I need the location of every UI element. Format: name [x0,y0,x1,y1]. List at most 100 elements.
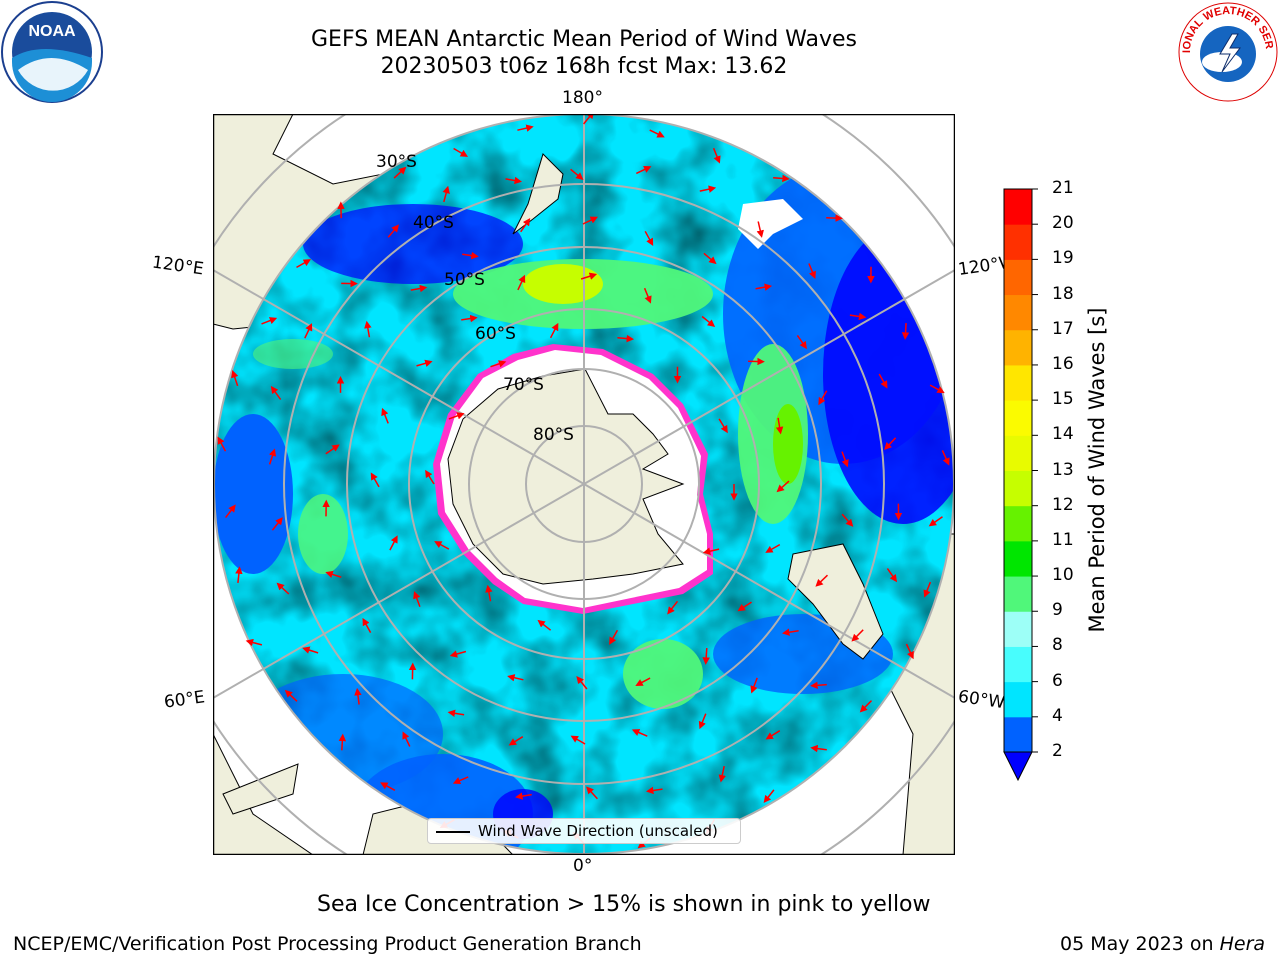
colorbar-tick-label: 11 [1052,529,1074,550]
footer-right: 05 May 2023 on Hera [1060,933,1265,955]
colorbar-segment [1004,435,1032,471]
lat-label-40s: 40°S [413,213,454,233]
wind-wave-arrow [325,570,342,579]
wind-wave-arrow [631,729,648,737]
colorbar-segment [1004,400,1032,436]
wind-wave-arrow [485,584,493,602]
wind-wave-arrow [410,284,428,293]
wind-wave-arrow [923,581,932,598]
colorbar-segment [1004,646,1032,683]
wind-wave-arrow [617,334,635,343]
wind-wave-arrows [217,114,950,849]
lat-label-30s: 30°S [376,152,417,172]
wind-wave-arrow [338,733,347,751]
wind-wave-arrow [449,650,467,658]
wind-wave-arrow [702,547,720,555]
wind-wave-arrow [699,185,717,193]
lat-label-80s: 80°S [533,425,574,445]
wind-wave-arrow [878,373,888,389]
wind-wave-arrow [582,216,598,225]
colorbar-tick-label: 12 [1052,494,1074,515]
wind-wave-arrow [448,412,465,420]
colorbar-segment [1004,681,1032,718]
wind-wave-arrow [775,417,784,435]
wind-wave-arrow [941,450,950,466]
colorbar-tick-label: 10 [1052,565,1074,586]
colorbar-title: Mean Period of Wind Waves [s] [1085,307,1109,633]
colorbar-segments [1004,189,1032,753]
noaa-logo-text: NOAA [28,23,76,40]
colorbar-tick-label: 19 [1052,248,1074,269]
colorbar-segment [1004,189,1032,225]
lat-label-60s: 60°S [475,324,516,344]
wind-wave-arrow [402,731,411,747]
wind-wave-arrow [701,315,716,327]
wind-wave-arrow [576,675,588,690]
wind-wave-arrow [508,736,524,746]
colorbar-segment [1004,364,1032,401]
wind-wave-arrow [461,314,478,323]
wind-wave-arrow [929,384,945,394]
wind-wave-arrow [815,574,829,587]
footer-machine: Hera [1219,933,1266,955]
colorbar-tick-label: 15 [1052,389,1074,410]
lat-label-50s: 50°S [444,270,485,290]
wind-wave-arrow [425,469,435,485]
map-legend: Wind Wave Direction (unscaled) [427,818,741,844]
wind-wave-arrow [570,168,584,180]
wind-wave-arrow [756,221,764,238]
wind-wave-arrow [750,677,758,694]
colorbar-segment [1004,224,1032,260]
wind-wave-arrow [698,713,707,730]
colorbar-tick-label: 20 [1052,213,1074,234]
wind-wave-arrow [737,601,752,612]
wind-wave-arrow [453,147,469,157]
wind-wave-arrow [507,674,524,682]
colorbar-tick-label: 14 [1052,424,1074,445]
wind-wave-arrow [549,322,559,339]
colorbar-segment [1004,329,1032,366]
wind-wave-arrow [667,600,679,615]
wind-wave-arrow [537,619,552,631]
footer-left: NCEP/EMC/Verification Post Processing Pr… [13,933,642,955]
wind-wave-arrow [776,480,790,493]
colorbar-segment [1004,611,1032,647]
colorbar-tick-label: 16 [1052,353,1074,374]
wind-wave-arrow [851,629,864,642]
colorbar-under-arrow [1003,751,1033,782]
wind-wave-arrow [261,317,278,325]
wind-wave-arrow [225,504,236,519]
wind-wave-arrow [505,176,522,185]
colorbar-tick-label: 2 [1052,741,1063,761]
colorbar-segment [1004,470,1032,507]
legend-label: Wind Wave Direction (unscaled) [478,822,718,840]
wind-wave-arrow [796,334,807,350]
colorbar-tick-label: 8 [1052,635,1063,656]
wind-wave-arrow [520,218,531,233]
footer-date: 05 May 2023 on [1060,933,1220,955]
wind-wave-arrow [763,789,775,804]
wind-wave-arrow [841,513,854,527]
wind-wave-arrow [901,323,910,340]
wind-wave-arrow [302,646,319,654]
colorbar-segment [1004,540,1032,577]
wind-wave-arrow [389,535,398,551]
wind-wave-arrow [818,390,828,406]
wind-wave-arrow [586,786,598,800]
wind-wave-arrow [718,765,726,783]
wind-wave-arrow [416,359,433,367]
wind-wave-arrow [644,230,654,246]
colorbar-segment [1004,716,1032,753]
wind-wave-arrow [364,320,372,338]
wind-wave-arrow [325,444,340,455]
wind-wave-arrow [826,214,843,222]
wind-wave-arrow [841,451,849,468]
colorbar-segment [1004,505,1032,542]
chart-title: GEFS MEAN Antarctic Mean Period of Wind … [311,27,857,52]
wind-wave-arrow [370,472,380,488]
wind-wave-arrow [393,166,407,179]
lon-label-180: 180° [562,88,603,108]
noaa-logo-icon: NOAA [1,1,103,103]
colorbar-tick-label: 4 [1052,705,1063,726]
wind-wave-arrow [517,124,534,132]
